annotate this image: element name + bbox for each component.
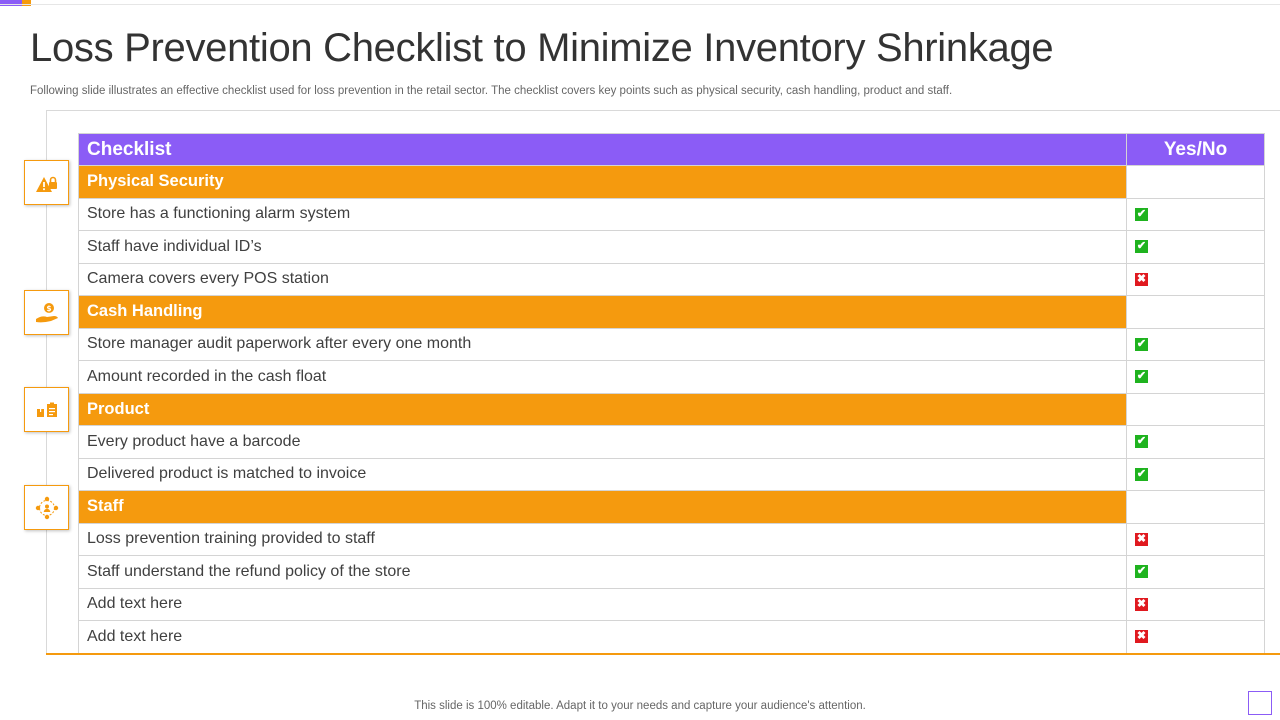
slide-title: Loss Prevention Checklist to Minimize In… <box>30 26 1054 70</box>
checklist-item-row: Store has a functioning alarm system ✔ <box>78 197 1265 231</box>
green-check-icon: ✔ <box>1135 467 1148 481</box>
checklist-item-row: Every product have a barcode ✔ <box>78 425 1265 459</box>
green-check-icon: ✔ <box>1135 337 1148 351</box>
category-status-cell <box>1126 295 1265 329</box>
checklist-item-row: Staff have individual ID’s ✔ <box>78 230 1265 264</box>
category-status-cell <box>1126 490 1265 524</box>
product-boxes-icon <box>36 402 57 417</box>
category-row: Product <box>78 392 1265 426</box>
cash-handling-icon-box: $ <box>24 290 69 335</box>
staff-network-icon <box>35 496 58 519</box>
category-label: Cash Handling <box>78 295 1127 329</box>
red-cross-icon: ✖ <box>1135 532 1148 546</box>
product-icon-box <box>24 387 69 432</box>
checklist-item-label: Staff have individual ID’s <box>78 230 1127 264</box>
checklist-item-label: Add text here <box>78 620 1127 654</box>
svg-text:$: $ <box>46 303 51 312</box>
slide-subtitle: Following slide illustrates an effective… <box>30 85 953 97</box>
red-cross-icon: ✖ <box>1135 597 1148 611</box>
status-cell: ✖ <box>1126 587 1265 621</box>
checklist-table: Checklist Yes/No Physical Security Store … <box>78 133 1265 654</box>
checklist-item-row: Delivered product is matched to invoice ✔ <box>78 457 1265 491</box>
category-status-cell <box>1126 165 1265 199</box>
status-cell: ✖ <box>1126 522 1265 556</box>
category-row: Staff <box>78 490 1265 524</box>
checklist-item-label: Delivered product is matched to invoice <box>78 457 1127 491</box>
checklist-item-label: Amount recorded in the cash float <box>78 360 1127 394</box>
status-cell: ✖ <box>1126 262 1265 296</box>
status-cell: ✔ <box>1126 425 1265 459</box>
category-label: Product <box>78 392 1127 426</box>
accent-bar-orange <box>22 0 31 6</box>
checklist-item-row: Loss prevention training provided to sta… <box>78 522 1265 556</box>
status-cell: ✔ <box>1126 197 1265 231</box>
checklist-item-label: Camera covers every POS station <box>78 262 1127 296</box>
checklist-item-label: Staff understand the refund policy of th… <box>78 555 1127 589</box>
category-row: Physical Security <box>78 165 1265 199</box>
status-cell: ✔ <box>1126 230 1265 264</box>
footer-note: This slide is 100% editable. Adapt it to… <box>414 700 866 712</box>
accent-bar-purple <box>0 0 22 6</box>
checklist-item-label: Store has a functioning alarm system <box>78 197 1127 231</box>
red-cross-icon: ✖ <box>1135 630 1148 644</box>
category-label: Physical Security <box>78 165 1127 199</box>
green-check-icon: ✔ <box>1135 435 1148 449</box>
checklist-item-row: Add text here ✖ <box>78 587 1265 621</box>
status-cell: ✔ <box>1126 360 1265 394</box>
physical-security-icon-box <box>24 160 69 205</box>
status-cell: ✔ <box>1126 555 1265 589</box>
checklist-item-row: Store manager audit paperwork after ever… <box>78 327 1265 361</box>
checklist-item-row: Amount recorded in the cash float ✔ <box>78 360 1265 394</box>
category-label: Staff <box>78 490 1127 524</box>
checklist-item-label: Every product have a barcode <box>78 425 1127 459</box>
corner-square <box>1248 691 1272 715</box>
checklist-item-row: Staff understand the refund policy of th… <box>78 555 1265 589</box>
frame-top-line <box>47 110 1280 111</box>
frame-bottom-line <box>46 653 1280 655</box>
category-status-cell <box>1126 392 1265 426</box>
status-cell: ✖ <box>1126 620 1265 654</box>
green-check-icon: ✔ <box>1135 565 1148 579</box>
checklist-item-label: Add text here <box>78 587 1127 621</box>
red-cross-icon: ✖ <box>1135 272 1148 286</box>
checklist-item-label: Store manager audit paperwork after ever… <box>78 327 1127 361</box>
security-alert-icon <box>35 176 57 192</box>
green-check-icon: ✔ <box>1135 207 1148 221</box>
top-rule <box>0 4 1280 5</box>
green-check-icon: ✔ <box>1135 240 1148 254</box>
status-cell: ✔ <box>1126 327 1265 361</box>
frame-left-line <box>46 110 47 654</box>
staff-icon-box <box>24 485 69 530</box>
checklist-item-row: Add text here ✖ <box>78 620 1265 654</box>
green-check-icon: ✔ <box>1135 370 1148 384</box>
column-header-yes-no: Yes/No <box>1126 133 1265 166</box>
status-cell: ✔ <box>1126 457 1265 491</box>
checklist-body: Physical Security Store has a functioning… <box>78 165 1265 654</box>
checklist-item-label: Loss prevention training provided to sta… <box>78 522 1127 556</box>
cash-hand-icon: $ <box>35 302 58 322</box>
column-header-checklist: Checklist <box>78 133 1127 166</box>
table-header-row: Checklist Yes/No <box>78 133 1265 166</box>
checklist-item-row: Camera covers every POS station ✖ <box>78 262 1265 296</box>
category-row: Cash Handling <box>78 295 1265 329</box>
